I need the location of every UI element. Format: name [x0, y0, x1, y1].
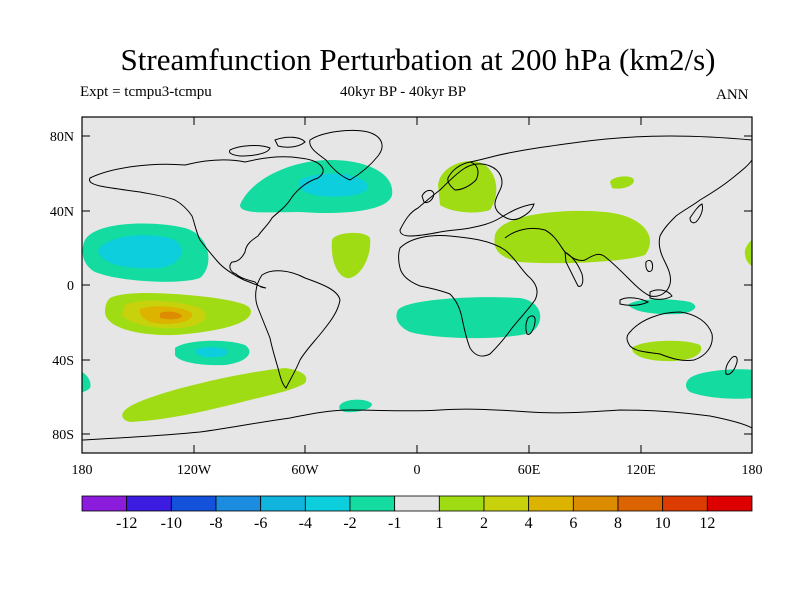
colorbar-swatch — [349, 495, 396, 512]
coastlines — [81, 129, 753, 441]
coast-asia — [469, 135, 753, 297]
colorbar-label: -6 — [254, 515, 267, 532]
colorbar-label: -10 — [161, 515, 182, 532]
lat-label-40n: 40N — [50, 205, 74, 220]
experiment-label: Expt = tcmpu3-tcmpu — [80, 84, 212, 100]
coast-arctic-islands — [229, 136, 306, 157]
contour-s-pacific-neg-core — [194, 347, 228, 358]
lon-label-60w: 60W — [291, 463, 319, 478]
latitude-ticks — [82, 135, 752, 435]
colorbar-labels: -12 -10 -8 -6 -4 -2 -1 1 2 4 6 8 10 12 — [116, 515, 715, 532]
contour-s-ocean-pos — [122, 368, 307, 422]
colorbar-swatch — [260, 495, 306, 512]
coast-africa — [398, 235, 538, 357]
colorbar-label: 8 — [614, 515, 622, 532]
colorbar-label: -4 — [299, 515, 312, 532]
coast-australia — [626, 311, 713, 361]
lat-label-40s: 40S — [52, 354, 74, 369]
coast-scandinavia — [447, 161, 479, 191]
coast-indonesia — [619, 259, 673, 306]
contour-e-pacific-pos — [744, 240, 752, 266]
contour-middle-east-pos — [494, 210, 651, 264]
colorbar-swatch — [170, 495, 217, 512]
season-label: ANN — [716, 87, 749, 103]
lon-label-120e: 120E — [626, 463, 656, 478]
colorbar-swatch — [304, 495, 351, 512]
colorbar-swatch — [215, 495, 262, 512]
colorbar-label: 10 — [655, 515, 671, 532]
colorbar-swatch — [706, 495, 753, 512]
coast-new-zealand — [725, 355, 738, 375]
coast-japan — [689, 203, 703, 224]
colorbar-label: 12 — [699, 515, 715, 532]
map-title: Streamfunction Perturbation at 200 hPa (… — [120, 42, 716, 77]
colorbar-swatch — [438, 495, 485, 512]
coast-india — [564, 251, 584, 287]
contour-east-asia-pos — [610, 176, 634, 189]
colorbar-label: -1 — [388, 515, 401, 532]
colorbar — [81, 495, 753, 512]
contour-s-australia-pos — [632, 340, 702, 362]
coast-north-america — [89, 156, 324, 289]
contour-s-africa-neg — [396, 297, 541, 339]
coast-madagascar — [525, 315, 536, 335]
colorbar-swatch — [81, 495, 128, 512]
colorbar-label: -8 — [209, 515, 222, 532]
lon-label-120w: 120W — [177, 463, 212, 478]
coast-uk — [421, 189, 435, 203]
coast-greenland — [309, 129, 383, 181]
contour-c-atlantic-pos — [331, 232, 371, 279]
contour-s-ocean-neg-small — [339, 399, 372, 413]
period-label: 40kyr BP - 40kyr BP — [340, 84, 467, 100]
colorbar-swatch — [126, 495, 172, 512]
coast-antarctica — [81, 408, 753, 441]
contour-west-edge-neg — [82, 372, 91, 392]
colorbar-swatch — [483, 495, 530, 512]
colorbar-label: 2 — [480, 515, 488, 532]
contour-n-pacific-neg-core — [98, 235, 182, 269]
colorbar-swatch — [528, 495, 574, 512]
lon-label-180w: 180 — [72, 463, 93, 478]
lat-label-80n: 80N — [50, 130, 74, 145]
contour-s-pacific-pos-core — [160, 311, 182, 320]
coast-south-america — [255, 270, 341, 389]
lon-label-180e: 180 — [742, 463, 763, 478]
colorbar-label: 6 — [569, 515, 577, 532]
colorbar-label: 4 — [525, 515, 533, 532]
colorbar-swatch — [394, 495, 440, 512]
coast-europe — [399, 163, 535, 237]
colorbar-label: -12 — [116, 515, 137, 532]
colorbar-label: -2 — [343, 515, 356, 532]
lat-label-80s: 80S — [52, 428, 74, 443]
colorbar-swatch — [617, 495, 664, 512]
lon-label-0: 0 — [414, 463, 421, 478]
contour-fields — [82, 160, 752, 422]
longitude-ticks — [81, 117, 753, 453]
colorbar-swatch — [572, 495, 619, 512]
colorbar-label: 1 — [435, 515, 443, 532]
lon-label-60e: 60E — [518, 463, 541, 478]
contour-se-indian-neg — [685, 369, 752, 399]
colorbar-swatch — [662, 495, 708, 512]
lat-label-0: 0 — [67, 279, 74, 294]
